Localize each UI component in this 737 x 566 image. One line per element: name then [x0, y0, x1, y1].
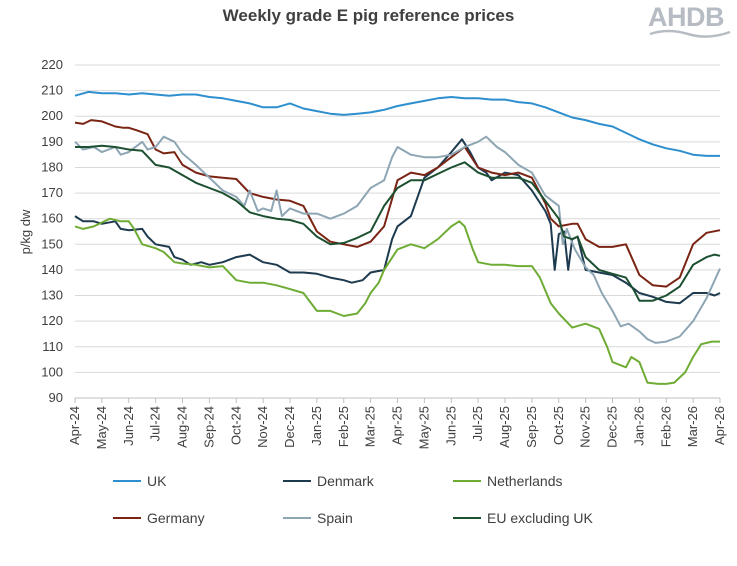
- x-tick-label: Jul-24: [148, 406, 163, 441]
- y-tick-label: 180: [41, 159, 63, 174]
- y-tick-label: 200: [41, 108, 63, 123]
- legend-swatch-denmark: [283, 480, 311, 482]
- legend-netherlands: Netherlands: [453, 472, 563, 490]
- x-tick-label: Jun-24: [121, 406, 136, 446]
- ahdb-logo: AHDB: [648, 2, 732, 44]
- legend-eu-excluding-uk: EU excluding UK: [453, 509, 593, 527]
- legend-denmark: Denmark: [283, 472, 374, 490]
- x-tick-label: Oct-24: [228, 406, 243, 445]
- x-tick-label: Mar-25: [363, 406, 378, 447]
- y-tick-label: 120: [41, 313, 63, 328]
- series-line-germany: [74, 119, 721, 288]
- y-axis-label: p/kg dw: [18, 209, 33, 254]
- legend-label: UK: [147, 473, 167, 489]
- y-tick-label: 130: [41, 288, 63, 303]
- x-tick-label: Aug-24: [175, 406, 190, 448]
- x-tick-label: Nov-24: [255, 406, 270, 448]
- y-tick-label: 140: [41, 262, 63, 277]
- legend-spain: Spain: [283, 509, 353, 527]
- x-tick-label: Apr-25: [390, 406, 405, 445]
- legend-uk: UK: [113, 472, 166, 490]
- x-tick-label: Apr-26: [712, 406, 727, 445]
- series-line-eu-excluding-uk: [75, 144, 721, 302]
- series-line-spain: [74, 135, 721, 344]
- grid-lines: [75, 64, 720, 399]
- series-line-uk: [74, 90, 720, 157]
- legend-swatch-germany: [113, 517, 141, 519]
- legend-label: Germany: [147, 510, 205, 526]
- legend-label: Denmark: [317, 473, 374, 489]
- x-tick-label: Apr-24: [67, 406, 82, 445]
- legend-label: EU excluding UK: [487, 510, 593, 526]
- y-tick-label: 150: [41, 236, 63, 251]
- legend-swatch-netherlands: [453, 480, 481, 482]
- x-tick-label: Dec-24: [282, 406, 297, 448]
- chart-title: Weekly grade E pig reference prices: [222, 6, 515, 25]
- x-tick-label: Feb-25: [336, 406, 351, 447]
- x-tick-label: Jul-25: [470, 406, 485, 441]
- x-tick-label: Sep-25: [524, 406, 539, 448]
- legend-germany: Germany: [113, 509, 205, 527]
- legend-swatch-eu: [453, 517, 481, 519]
- x-tick-label: Mar-26: [685, 406, 700, 447]
- y-tick-label: 90: [49, 390, 63, 405]
- y-tick-label: 220: [41, 57, 63, 72]
- logo-wave-icon: [649, 29, 731, 38]
- x-tick-label: Nov-25: [578, 406, 593, 448]
- series-lines: [74, 90, 721, 385]
- y-tick-label: 190: [41, 134, 63, 149]
- x-tick-label: Jan-26: [631, 406, 646, 446]
- series-line-netherlands: [74, 217, 720, 385]
- x-tick-label: Feb-26: [658, 406, 673, 447]
- legend-label: Spain: [317, 510, 353, 526]
- x-axis-ticks: Apr-24 May-24 Jun-24 Jul-24 Aug-24 Sep-24 Oct-…: [67, 397, 727, 449]
- x-tick-label: Dec-25: [605, 406, 620, 448]
- legend-swatch-spain: [283, 517, 311, 519]
- x-tick-label: Aug-25: [497, 406, 512, 448]
- y-axis-ticks: 90 100 110 120 130 140 150 160 170 180 190 200 210 22…: [41, 57, 63, 405]
- y-tick-label: 160: [41, 211, 63, 226]
- x-tick-label: Jan-25: [309, 406, 324, 446]
- legend-swatch-uk: [113, 480, 141, 482]
- x-tick-label: May-25: [416, 406, 431, 449]
- x-tick-label: Oct-25: [551, 406, 566, 445]
- y-tick-label: 100: [41, 364, 63, 379]
- x-tick-label: Jun-25: [443, 406, 458, 446]
- legend-label: Netherlands: [487, 473, 563, 489]
- x-tick-label: Sep-24: [201, 406, 216, 448]
- x-tick-label: May-24: [94, 406, 109, 449]
- y-tick-label: 110: [42, 339, 63, 354]
- y-tick-label: 210: [41, 83, 63, 98]
- y-tick-label: 170: [41, 185, 63, 200]
- series-line-denmark: [74, 138, 721, 305]
- logo-text: AHDB: [648, 2, 725, 32]
